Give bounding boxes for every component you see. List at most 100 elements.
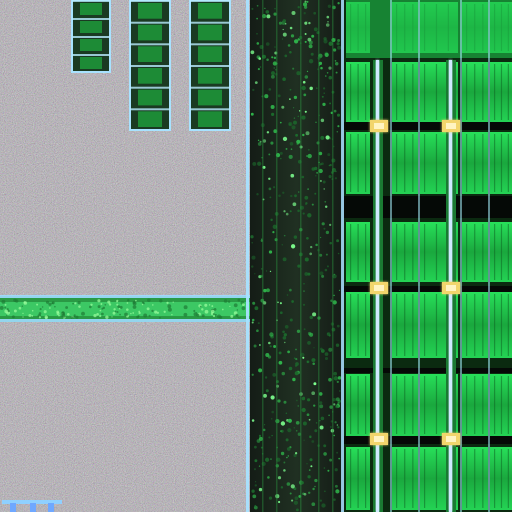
strip-speckle <box>300 205 304 210</box>
strip-speckle <box>282 330 285 334</box>
strip-speckle <box>321 95 324 98</box>
strip-speckle <box>310 52 314 56</box>
strip-speckle <box>303 439 305 441</box>
cell-striation <box>500 134 503 192</box>
strip-speckle <box>275 494 280 499</box>
strip-speckle <box>304 272 309 276</box>
strip-speckle <box>333 371 338 376</box>
bus-speckle <box>212 313 215 316</box>
thin-conductor <box>460 0 462 512</box>
strip-speckle <box>299 42 302 45</box>
strip-speckle <box>306 236 309 240</box>
strip-speckle <box>302 396 305 399</box>
strip-speckle <box>271 112 275 116</box>
strip-speckle <box>265 270 268 272</box>
strip-speckle <box>257 142 262 146</box>
cell-striation <box>350 134 352 192</box>
bus-speckle <box>211 305 214 308</box>
strip-speckle <box>271 71 275 76</box>
strip-speckle <box>261 452 264 455</box>
strip-speckle <box>281 371 286 376</box>
cell-striation <box>435 64 438 120</box>
strip-speckle <box>272 186 276 189</box>
bus-speckle <box>201 308 204 311</box>
bottom-left-pads <box>2 500 62 512</box>
strip-speckle <box>275 418 280 424</box>
bus-speckle <box>167 304 172 309</box>
cell-striation <box>494 449 496 508</box>
strip-speckle <box>311 440 315 443</box>
cell-striation <box>396 376 398 434</box>
strip-speckle <box>302 80 306 84</box>
strip-speckle <box>282 28 284 31</box>
strip-speckle <box>289 142 294 146</box>
strip-speckle <box>299 392 303 396</box>
strip-speckle <box>329 241 332 245</box>
cell-divider <box>190 0 230 2</box>
cell-striation <box>424 294 426 356</box>
bus-speckle <box>151 309 154 313</box>
strip-speckle <box>272 231 275 234</box>
bus-speckle <box>100 312 104 316</box>
strip-speckle <box>334 60 337 62</box>
strip-speckle <box>338 457 341 460</box>
strip-speckle <box>328 41 333 46</box>
strip-speckle <box>318 64 321 66</box>
yellow-pad-core <box>446 123 456 129</box>
strip-speckle <box>318 161 320 164</box>
strip-speckle <box>257 68 260 71</box>
bus-speckle <box>124 312 128 317</box>
strip-speckle <box>329 426 332 428</box>
cell-divider <box>190 65 230 67</box>
strip-speckle <box>304 40 307 43</box>
bus-speckle <box>233 303 238 308</box>
bus-speckle <box>183 312 188 317</box>
strip-speckle <box>271 56 274 59</box>
strip-line <box>276 0 278 512</box>
cell-striation <box>396 294 398 356</box>
trace-bus-bottom <box>0 319 250 322</box>
strip-speckle <box>251 265 254 268</box>
bus-speckle <box>210 309 215 314</box>
strip-speckle <box>331 327 336 332</box>
strip-speckles <box>250 0 342 512</box>
bus-speckle <box>51 302 54 305</box>
strip-speckle <box>313 347 315 349</box>
bus-speckle <box>119 305 123 309</box>
strip-speckle <box>258 434 262 437</box>
bus-speckle <box>199 305 202 308</box>
strip-speckle <box>284 341 286 344</box>
bus-speckle <box>236 309 239 311</box>
strip-speckle <box>306 155 308 157</box>
cell-striation <box>357 376 359 434</box>
strip-speckle <box>319 253 323 257</box>
strip-speckle <box>327 4 332 8</box>
cell-block <box>138 46 162 62</box>
strip-speckle <box>265 352 270 358</box>
strip-speckle <box>276 457 281 462</box>
strip-speckle <box>325 253 328 256</box>
strip-speckle <box>333 498 336 501</box>
strip-speckle <box>252 301 256 305</box>
strip-speckle <box>298 35 303 40</box>
strip-speckle <box>258 436 263 441</box>
bus-speckle <box>72 302 74 305</box>
cell-striation <box>424 449 426 508</box>
bus-speckle <box>36 303 39 306</box>
strip-speckle <box>284 324 289 329</box>
bus-speckle <box>217 314 221 319</box>
strip-speckle <box>252 88 255 92</box>
bus-speckle <box>6 308 9 311</box>
strip-speckle <box>303 290 305 292</box>
strip-speckle <box>336 239 340 243</box>
cell-striation <box>404 134 406 192</box>
bus-speckle <box>242 303 245 306</box>
bus-speckle <box>45 300 50 304</box>
strip-speckle <box>275 69 277 71</box>
cell-striation <box>435 376 438 434</box>
strip-speckle <box>268 341 271 345</box>
strip-speckle <box>270 218 273 222</box>
bus-speckle <box>107 300 111 304</box>
strip-speckle <box>265 42 270 46</box>
